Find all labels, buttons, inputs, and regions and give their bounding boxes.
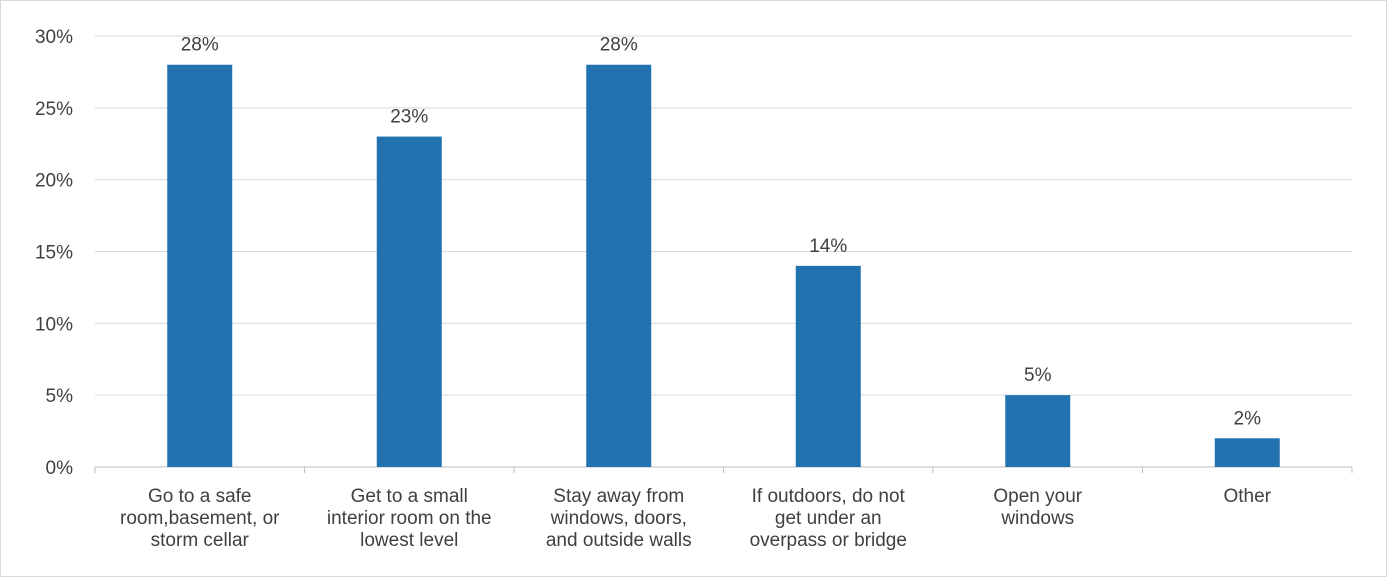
data-label: 28% (600, 35, 638, 56)
category-label: Stay away from (553, 486, 684, 507)
data-label: 2% (1234, 408, 1262, 429)
category-label: windows, doors, (550, 508, 687, 529)
bar (1005, 395, 1071, 467)
category-label: Other (1223, 486, 1271, 507)
bars (167, 64, 1280, 468)
bar (1214, 438, 1280, 467)
category-label: Get to a small (351, 486, 468, 507)
y-tick-label: 20% (35, 171, 73, 192)
y-tick-label: 10% (35, 314, 73, 335)
category-label: lowest level (360, 530, 458, 551)
labels: 0% 5% 10% 15% 20% 25% 30% 28% Go to a saferoom,b… (35, 27, 1272, 551)
data-label: 28% (181, 35, 219, 56)
bar (586, 64, 652, 467)
y-tick-label: 30% (35, 27, 73, 48)
gridlines (95, 35, 1352, 396)
data-label: 23% (390, 107, 428, 128)
y-tick-label: 15% (35, 243, 73, 264)
category-label: interior room on the (327, 508, 492, 529)
category-label: room,basement, or (120, 508, 280, 529)
bar (795, 265, 861, 467)
data-label: 5% (1024, 365, 1052, 386)
y-tick-label: 5% (46, 386, 74, 407)
bar (376, 136, 442, 468)
category-label: and outside walls (546, 530, 692, 551)
category-label: storm cellar (151, 530, 250, 551)
category-label: overpass or bridge (750, 530, 907, 551)
category-label: Open your (993, 486, 1082, 507)
axes (94, 466, 1353, 473)
data-label: 14% (809, 236, 847, 257)
y-tick-label: 25% (35, 99, 73, 120)
category-label: Go to a safe (148, 486, 252, 507)
bar (167, 64, 233, 467)
y-tick-label: 0% (46, 458, 74, 479)
category-label: If outdoors, do not (752, 486, 906, 507)
category-label: get under an (775, 508, 882, 529)
category-label: windows (1000, 508, 1074, 529)
